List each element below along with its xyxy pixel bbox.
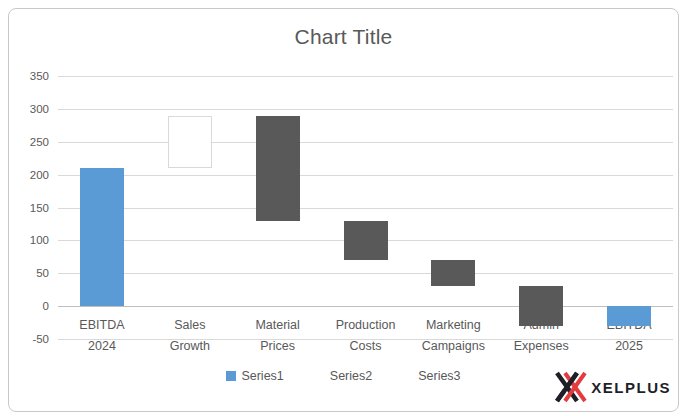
gridline-200 [58,175,673,176]
y-axis-tick-label: 0 [15,299,49,313]
gridline-150 [58,208,673,209]
legend-label: Series1 [241,369,283,383]
legend-marker-series2 [315,371,325,381]
x-axis-category-label: ProductionCosts [322,315,410,357]
x-axis-category-label: MarketingCampaigns [409,315,497,357]
legend-label: Series2 [330,369,372,383]
xelplus-x-icon [552,370,588,404]
plot-area: 350 300 250 200 150 100 50 0 -50 EBITDA2024SalesG… [9,9,678,411]
gridline-350 [58,76,673,77]
category-label-line: EBITDA [58,315,146,336]
category-label-line: Costs [322,336,410,357]
category-label-line: Campaigns [409,336,497,357]
gridline-300 [58,109,673,110]
bar-ebitda-2024 [80,168,124,306]
bar-admin-expenses [519,286,563,326]
category-label-line: 2024 [58,336,146,357]
bar-ebitda-2025 [607,306,651,326]
category-label-line: Prices [234,336,322,357]
chart-frame: Chart Title 350300250200150100500-50EBIT… [8,8,679,412]
x-axis-category-label: SalesGrowth [146,315,234,357]
gridline-0 [58,306,673,307]
category-label-line: Sales [146,315,234,336]
category-label-line: Material [234,315,322,336]
gridline-50 [58,273,673,274]
x-axis-category-label: MaterialPrices [234,315,322,357]
category-label-line: Growth [146,336,234,357]
y-axis-tick-label: 50 [15,266,49,280]
bar-material-prices [256,116,300,221]
gridline-250 [58,142,673,143]
category-label-line: Marketing [409,315,497,336]
legend-marker-series3 [403,371,413,381]
legend-item-series1: Series1 [226,369,283,383]
category-label-line: 2025 [585,336,673,357]
y-axis-tick-label: 250 [15,135,49,149]
legend-marker-series1 [226,371,236,381]
bar-production-costs [344,221,388,260]
bar-marketing-campaigns [431,260,475,286]
y-axis-tick-label: 150 [15,201,49,215]
legend-item-series2: Series2 [315,369,372,383]
y-axis-tick-label: -50 [15,332,49,346]
legend-item-series3: Series3 [403,369,460,383]
category-label-line: Expenses [497,336,585,357]
y-axis-tick-label: 300 [15,102,49,116]
category-label-line: Production [322,315,410,336]
legend-label: Series3 [418,369,460,383]
brand-text: XELPLUS [591,379,671,396]
brand-logo: XELPLUS [552,370,671,404]
y-axis-tick-label: 200 [15,168,49,182]
y-axis-tick-label: 350 [15,69,49,83]
y-axis-tick-label: 100 [15,233,49,247]
bar-sales-growth [168,116,212,169]
x-axis-category-label: EBITDA2024 [58,315,146,357]
